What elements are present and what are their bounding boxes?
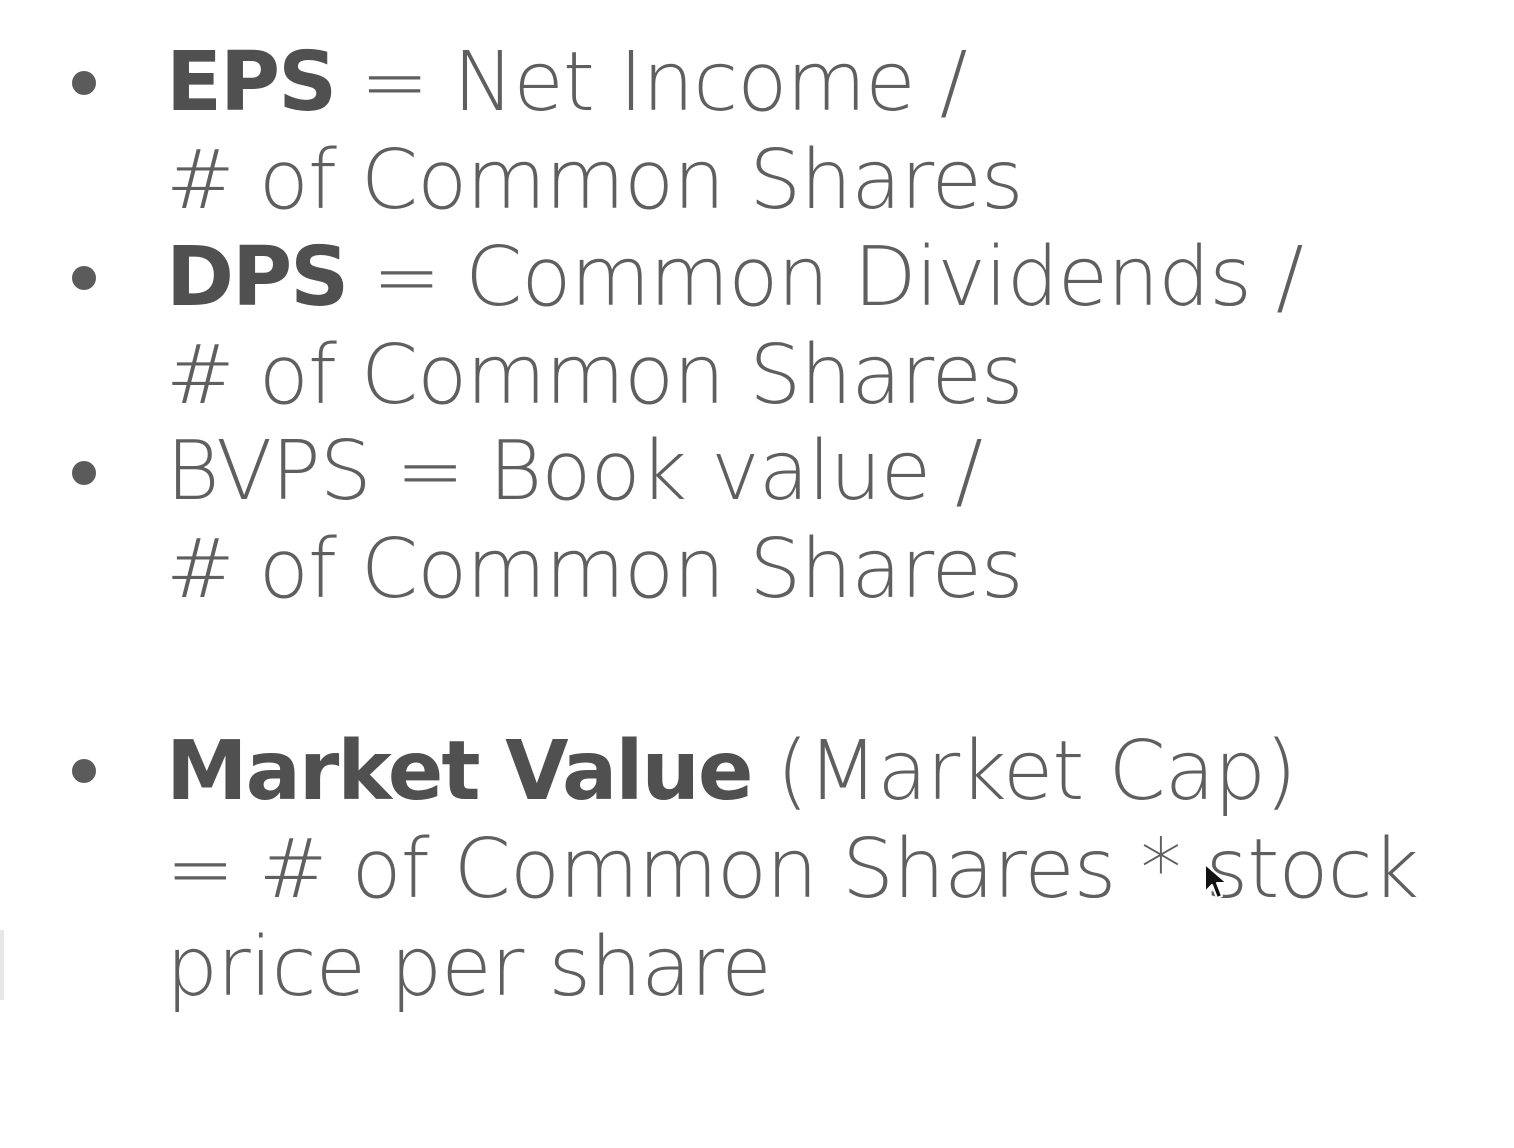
formula-definition: = Common Dividends / [347, 230, 1303, 325]
formula-line: Market Value (Market Cap) [166, 723, 1297, 820]
formula-line: DPS = Common Dividends / [166, 229, 1304, 326]
mouse-pointer-icon [1204, 863, 1228, 899]
bullet-dot-icon [72, 759, 96, 783]
formula-definition: (Market Cap) [751, 724, 1297, 819]
bullet-dot-icon [72, 461, 96, 485]
formula-line: EPS = Net Income / [166, 34, 967, 131]
term-dps: DPS [166, 230, 349, 325]
formula-definition: = Net Income / [335, 35, 967, 130]
formula-expression-continued: price per share [166, 920, 772, 1015]
formula-expression: = # of Common Shares * stock [166, 822, 1419, 917]
term-eps: EPS [166, 35, 337, 130]
formula-denominator: # of Common Shares [166, 522, 1024, 617]
bullet-dot-icon [72, 71, 96, 95]
edge-artifact [0, 930, 4, 1000]
term-market-value: Market Value [166, 724, 753, 819]
formula-denominator: # of Common Shares [166, 328, 1024, 423]
bullet-dot-icon [72, 266, 96, 290]
formula-line: BVPS = Book value / [166, 424, 983, 519]
formula-denominator: # of Common Shares [166, 133, 1024, 228]
